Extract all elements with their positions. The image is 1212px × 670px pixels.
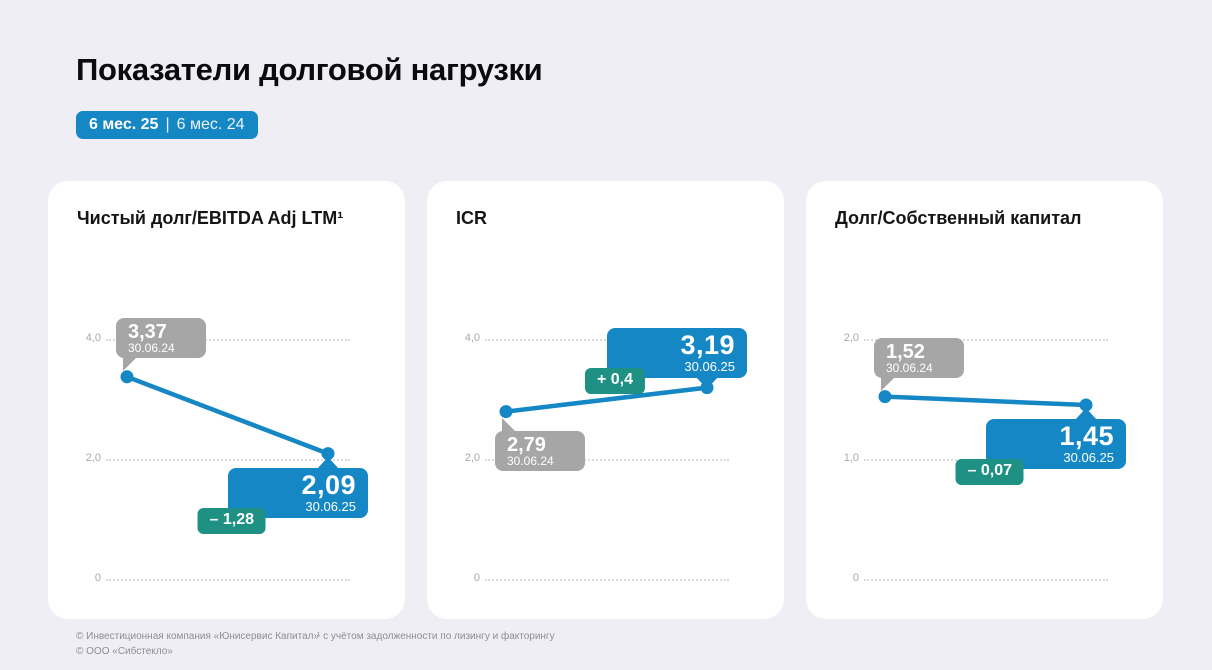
end-tooltip-tail	[317, 456, 339, 469]
chart-title: Долг/Собственный капитал	[835, 208, 1082, 228]
trend-line	[124, 374, 331, 456]
delta-badge: – 0,07	[955, 459, 1024, 485]
start-value-tooltip: 2,79 30.06.24	[495, 417, 585, 471]
gridline	[485, 459, 729, 461]
tick-label: 1,0	[843, 452, 859, 464]
end-date-label: 30.06.25	[684, 358, 735, 374]
start-value-tooltip: 1,52 30.06.24	[874, 337, 964, 391]
end-value-tooltip: 1,45 30.06.25	[986, 408, 1126, 469]
start-tooltip-tail	[881, 376, 895, 391]
end-tooltip-tail	[696, 376, 718, 389]
tick-label: 2,0	[843, 332, 859, 344]
data-point-start	[878, 390, 892, 404]
trend-line	[882, 394, 1089, 408]
start-value-tooltip: 3,37 30.06.24	[116, 317, 206, 371]
period-previous-label: 6 мес. 24	[176, 116, 245, 133]
end-value-label: 3,19	[680, 329, 735, 360]
end-date-label: 30.06.25	[305, 498, 356, 514]
gridline	[106, 579, 350, 581]
footnote: ¹ с учётом задолженности по лизингу и фа…	[317, 631, 555, 642]
gridline	[864, 579, 1108, 581]
chart-card: ICR 4,0 2,0 0 2,79 30.06.24 3,19 30.06.25 + 0,4	[427, 181, 784, 619]
trend-line-plot	[499, 381, 714, 419]
chart-area: 4,0 2,0 0 3,37 30.06.24 2,09 30.06.25– 1,28	[48, 181, 405, 619]
period-current-label: 6 мес. 25	[89, 116, 159, 133]
trend-line-plot	[878, 390, 1093, 412]
footer-copyright: © Инвестиционная компания «Юнисервис Кап…	[76, 629, 319, 659]
end-value-label: 1,45	[1059, 421, 1114, 451]
end-date-label: 30.06.25	[1063, 450, 1114, 465]
start-value-label: 2,79	[507, 433, 546, 456]
chart-card: Долг/Собственный капитал 2,0 1,0 0 1,52 30.0…	[806, 181, 1163, 619]
gridline	[485, 579, 729, 581]
trend-line	[503, 385, 710, 414]
page-title: Показатели долговой нагрузки	[76, 52, 543, 87]
data-point-start	[499, 405, 513, 419]
gridline	[864, 339, 1108, 341]
gridline	[106, 459, 350, 461]
start-tooltip-tail	[123, 356, 137, 371]
start-tooltip-tail	[502, 417, 516, 432]
trend-line-plot	[120, 370, 335, 461]
tick-label: 4,0	[85, 332, 101, 344]
delta-badge: + 0,4	[584, 367, 645, 394]
chart-title: ICR	[456, 208, 487, 228]
delta-badge: – 1,28	[197, 507, 266, 534]
footer-copyright-line-1: © Инвестиционная компания «Юнисервис Кап…	[76, 631, 320, 642]
tick-label: 2,0	[85, 452, 101, 464]
start-date-label: 30.06.24	[886, 360, 933, 375]
tick-label: 0	[852, 572, 859, 584]
period-badge: 6 мес. 25 | 6 мес. 24	[76, 111, 258, 139]
start-date-label: 30.06.24	[128, 340, 175, 355]
gridline	[106, 339, 350, 341]
start-date-label: 30.06.24	[507, 453, 554, 468]
start-value-label: 3,37	[128, 320, 167, 343]
tick-label: 2,0	[464, 452, 480, 464]
start-value-label: 1,52	[886, 340, 925, 363]
end-tooltip-tail	[1075, 408, 1097, 420]
chart-title: Чистый долг/EBITDA Adj LTM¹	[77, 208, 344, 228]
period-separator: |	[165, 116, 170, 133]
chart-area: 4,0 2,0 0 2,79 30.06.24 3,19 30.06.25 + 0,4	[427, 181, 784, 619]
data-point-start	[120, 370, 134, 384]
end-value-label: 2,09	[301, 469, 356, 500]
footer-copyright-line-2: © ООО «Сибстекло»	[76, 646, 173, 657]
tick-label: 4,0	[464, 332, 480, 344]
chart-card: Чистый долг/EBITDA Adj LTM¹ 4,0 2,0 0 3,37 3…	[48, 181, 405, 619]
tick-label: 0	[94, 572, 101, 584]
end-value-tooltip: 2,09 30.06.25	[228, 456, 368, 518]
chart-area: 2,0 1,0 0 1,52 30.06.24 1,45 30.06.25– 0,07	[806, 181, 1163, 619]
tick-label: 0	[473, 572, 480, 584]
